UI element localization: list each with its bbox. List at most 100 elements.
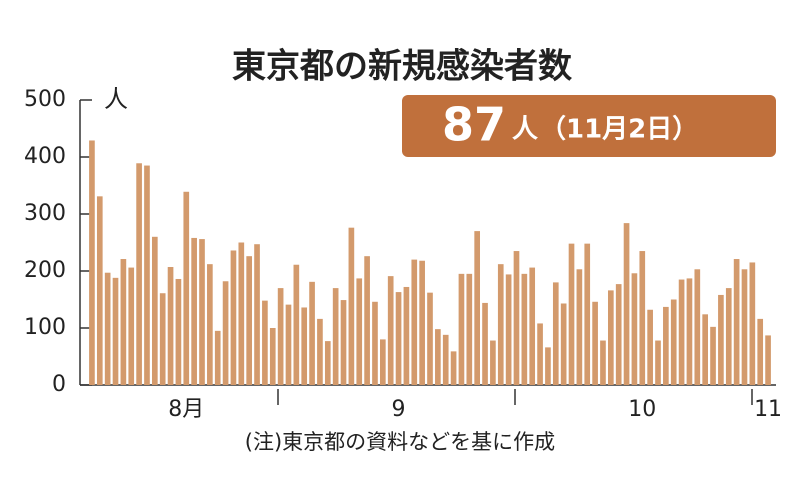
bar xyxy=(301,307,308,385)
bar xyxy=(238,242,245,385)
callout-value: 87 xyxy=(442,98,506,152)
callout-box xyxy=(402,95,776,157)
bar xyxy=(552,282,559,385)
bar xyxy=(615,284,622,385)
bar xyxy=(560,303,567,385)
bar xyxy=(364,256,370,385)
y-tick-label: 300 xyxy=(24,201,66,226)
bar xyxy=(214,330,221,385)
y-tick-label: 100 xyxy=(24,315,66,340)
bar xyxy=(600,340,606,385)
bar xyxy=(183,191,190,385)
bar xyxy=(348,227,355,385)
bar xyxy=(199,239,205,385)
bar xyxy=(623,223,630,385)
bar xyxy=(277,288,284,385)
bar xyxy=(144,165,150,385)
bar xyxy=(757,318,764,385)
bar xyxy=(324,341,331,385)
bar xyxy=(128,267,135,385)
bar xyxy=(151,236,158,385)
bar xyxy=(246,256,253,385)
bar xyxy=(269,328,276,385)
bar xyxy=(96,196,103,385)
bar xyxy=(191,237,197,385)
bar xyxy=(710,326,716,385)
bar xyxy=(387,276,394,385)
bar xyxy=(607,290,614,385)
bar xyxy=(309,281,315,385)
bar xyxy=(639,251,646,385)
bar xyxy=(592,301,598,385)
bar xyxy=(254,244,260,385)
bar xyxy=(474,231,481,385)
y-tick-label: 0 xyxy=(52,372,66,397)
bar xyxy=(686,278,693,385)
bar xyxy=(435,329,441,385)
bar xyxy=(749,262,756,385)
bar xyxy=(175,278,182,385)
bar xyxy=(694,269,701,385)
bar xyxy=(458,273,465,385)
bar xyxy=(356,278,363,385)
chart-title: 東京都の新規感染者数 xyxy=(232,47,572,87)
y-tick-label: 200 xyxy=(24,258,66,283)
bar xyxy=(576,269,583,385)
bar xyxy=(112,277,119,385)
bar xyxy=(450,351,457,385)
bar xyxy=(262,300,268,385)
bar xyxy=(670,299,677,385)
bar xyxy=(317,318,323,385)
bar xyxy=(89,140,95,385)
bar xyxy=(733,259,740,385)
bar xyxy=(379,339,386,385)
bar xyxy=(663,306,669,385)
bar xyxy=(529,267,536,385)
bar xyxy=(120,259,127,385)
bar xyxy=(230,250,237,385)
bar xyxy=(584,243,591,385)
bar xyxy=(395,292,402,385)
note: (注)東京都の資料などを基に作成 xyxy=(245,430,555,454)
bar xyxy=(765,335,771,385)
bar xyxy=(725,288,732,385)
bar xyxy=(741,269,748,385)
bar xyxy=(403,286,410,385)
y-unit: 人 xyxy=(104,85,128,113)
bar xyxy=(545,347,551,385)
bar xyxy=(293,264,300,385)
bar xyxy=(136,163,142,385)
bar xyxy=(655,340,661,385)
bar xyxy=(159,293,166,385)
bar xyxy=(442,334,449,385)
x-tick-label: 8月 xyxy=(168,397,204,422)
bar xyxy=(466,273,473,385)
x-tick-label: 9 xyxy=(392,397,406,422)
bar xyxy=(285,304,292,385)
bar xyxy=(647,309,653,385)
bar xyxy=(537,323,543,385)
bar xyxy=(222,281,229,385)
bar xyxy=(372,301,378,385)
x-tick-label: 10 xyxy=(628,397,656,422)
bar xyxy=(419,260,425,385)
bar xyxy=(631,273,638,385)
callout-unit: 人 xyxy=(512,115,538,145)
bar xyxy=(678,279,685,385)
bar xyxy=(490,340,496,385)
x-tick-label: 11 xyxy=(754,397,782,422)
bar xyxy=(427,292,433,385)
y-tick-label: 400 xyxy=(24,144,66,169)
bar xyxy=(513,251,520,385)
bar xyxy=(521,273,528,385)
bar xyxy=(411,259,418,385)
bar xyxy=(340,300,347,385)
bar xyxy=(702,314,709,385)
y-tick-label: 500 xyxy=(24,87,66,112)
bar xyxy=(332,288,339,385)
bar xyxy=(482,302,488,385)
bar xyxy=(718,294,724,385)
bar xyxy=(207,264,213,385)
bar xyxy=(497,264,504,385)
